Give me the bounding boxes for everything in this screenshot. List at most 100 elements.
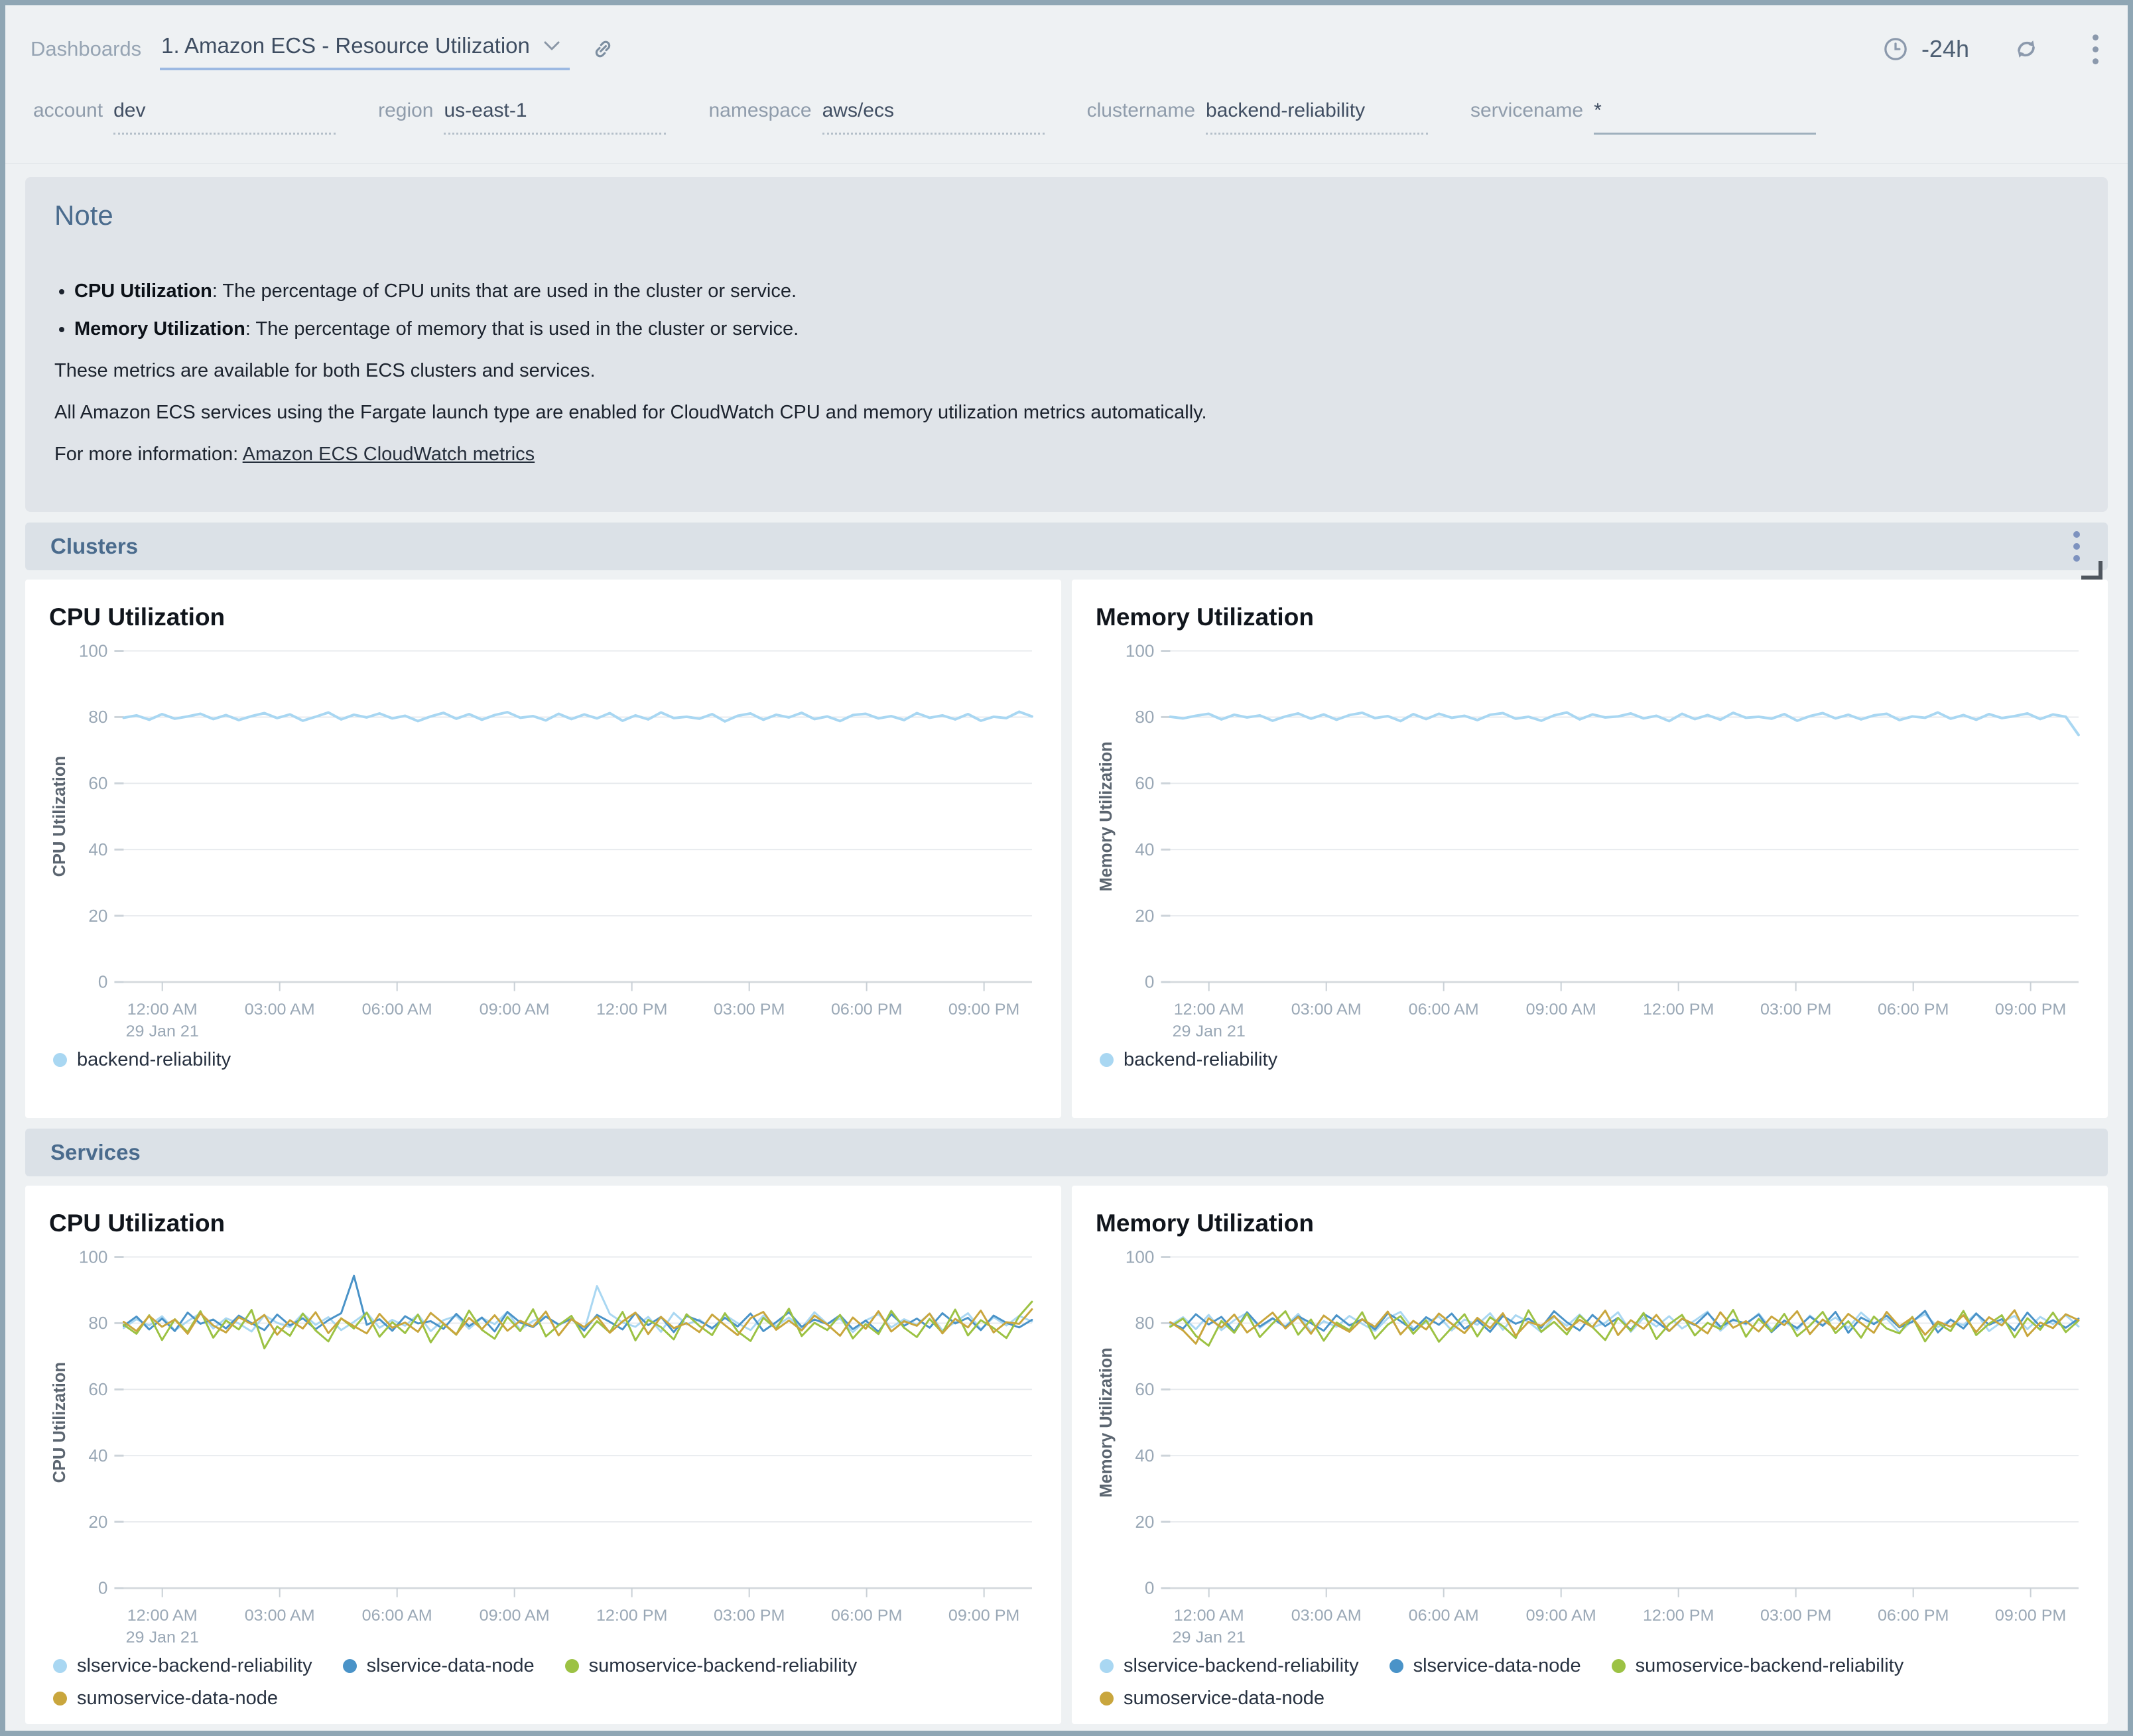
filter-value-input[interactable]: aws/ecs	[822, 99, 1045, 135]
svg-text:100: 100	[1126, 1249, 1155, 1267]
resize-handle-icon[interactable]	[2081, 561, 2102, 580]
chart-panel-clusters-cpu: CPU Utilization 02040608010012:00 AM29 J…	[25, 580, 1061, 1118]
note-bullet-term: CPU Utilization	[74, 280, 212, 302]
services-cpu-line-chart[interactable]: 02040608010012:00 AM29 Jan 2103:00 AM06:…	[45, 1243, 1044, 1648]
svg-text:06:00 AM: 06:00 AM	[362, 1001, 432, 1019]
svg-text:03:00 PM: 03:00 PM	[714, 1607, 785, 1625]
section-title: Services	[50, 1140, 141, 1165]
clusters-memory-line-chart[interactable]: 02040608010012:00 AM29 Jan 2103:00 AM06:…	[1092, 637, 2091, 1042]
svg-text:Memory Utilization: Memory Utilization	[1097, 741, 1116, 891]
svg-text:03:00 PM: 03:00 PM	[714, 1001, 785, 1019]
filter-clustername: clustername backend-reliability	[1087, 99, 1428, 135]
legend-label: slservice-data-node	[367, 1655, 535, 1677]
svg-text:29 Jan 21: 29 Jan 21	[126, 1629, 199, 1646]
svg-text:03:00 PM: 03:00 PM	[1760, 1607, 1831, 1625]
svg-text:CPU Utilization: CPU Utilization	[50, 756, 69, 877]
filter-label: region	[378, 99, 433, 122]
legend-item[interactable]: slservice-data-node	[343, 1655, 535, 1677]
note-paragraph: These metrics are available for both ECS…	[54, 360, 2079, 382]
top-bar: Dashboards 1. Amazon ECS - Resource Util…	[5, 5, 2128, 93]
legend-item[interactable]: sumoservice-data-node	[1100, 1688, 1325, 1709]
chart-panel-clusters-memory: Memory Utilization 02040608010012:00 AM2…	[1072, 580, 2108, 1118]
legend-color-dot	[53, 1692, 67, 1705]
filter-servicename: servicename *	[1470, 99, 1816, 135]
svg-text:100: 100	[79, 1249, 108, 1267]
filter-label: namespace	[708, 99, 811, 122]
chart-legend: backend-reliability	[1100, 1049, 2091, 1071]
svg-text:80: 80	[88, 709, 107, 727]
filter-bar: account dev region us-east-1 namespace a…	[5, 93, 2128, 164]
legend-item[interactable]: slservice-backend-reliability	[1100, 1655, 1359, 1677]
legend-color-dot	[343, 1659, 357, 1673]
svg-text:29 Jan 21: 29 Jan 21	[126, 1023, 199, 1040]
cloudwatch-metrics-link[interactable]: Amazon ECS CloudWatch metrics	[243, 444, 535, 465]
svg-text:60: 60	[1135, 1381, 1154, 1399]
legend-item[interactable]: backend-reliability	[53, 1049, 231, 1071]
svg-text:09:00 AM: 09:00 AM	[480, 1001, 550, 1019]
panel-options-kebab-icon[interactable]	[2071, 528, 2083, 564]
svg-text:09:00 AM: 09:00 AM	[1526, 1607, 1596, 1625]
note-bullet-desc: : The percentage of memory that is used …	[245, 318, 799, 340]
dashboard-title-dropdown[interactable]: 1. Amazon ECS - Resource Utilization	[160, 28, 570, 70]
note-heading: Note	[54, 200, 2079, 231]
svg-text:03:00 AM: 03:00 AM	[245, 1001, 315, 1019]
note-link-prefix: For more information:	[54, 444, 243, 465]
legend-color-dot	[1100, 1659, 1114, 1673]
svg-text:09:00 PM: 09:00 PM	[1995, 1001, 2066, 1019]
filter-label: account	[33, 99, 103, 122]
svg-text:60: 60	[88, 1381, 107, 1399]
svg-text:06:00 AM: 06:00 AM	[362, 1607, 432, 1625]
filter-value-input[interactable]: backend-reliability	[1206, 99, 1428, 135]
legend-item[interactable]: sumoservice-data-node	[53, 1688, 278, 1709]
svg-text:40: 40	[88, 841, 107, 859]
note-bullet-term: Memory Utilization	[74, 318, 245, 340]
svg-text:60: 60	[1135, 775, 1154, 793]
section-header-clusters: Clusters	[25, 523, 2108, 570]
svg-text:03:00 PM: 03:00 PM	[1760, 1001, 1831, 1019]
legend-item[interactable]: slservice-data-node	[1390, 1655, 1581, 1677]
chevron-down-icon	[543, 40, 560, 52]
filter-namespace: namespace aws/ecs	[708, 99, 1044, 135]
note-paragraph: For more information: Amazon ECS CloudWa…	[54, 444, 2079, 465]
svg-text:0: 0	[1145, 973, 1155, 992]
refresh-icon[interactable]	[2012, 34, 2041, 64]
legend-item[interactable]: backend-reliability	[1100, 1049, 1277, 1071]
clock-icon[interactable]	[1882, 35, 1909, 63]
section-title: Clusters	[50, 534, 138, 559]
breadcrumb[interactable]: Dashboards	[31, 37, 141, 61]
services-charts-row: CPU Utilization 02040608010012:00 AM29 J…	[25, 1186, 2108, 1724]
filter-value-input[interactable]: *	[1594, 99, 1816, 135]
time-range-value[interactable]: -24h	[1921, 35, 1969, 63]
note-panel: Note CPU Utilization: The percentage of …	[25, 177, 2108, 512]
legend-label: slservice-backend-reliability	[1124, 1655, 1359, 1677]
legend-item[interactable]: sumoservice-backend-reliability	[1612, 1655, 1904, 1677]
svg-text:09:00 AM: 09:00 AM	[1526, 1001, 1596, 1019]
filter-value-input[interactable]: us-east-1	[444, 99, 666, 135]
chart-title: CPU Utilization	[49, 603, 1044, 631]
share-link-icon[interactable]	[590, 36, 616, 62]
legend-item[interactable]: sumoservice-backend-reliability	[565, 1655, 858, 1677]
svg-text:80: 80	[1135, 709, 1154, 727]
legend-label: sumoservice-data-node	[1124, 1688, 1325, 1709]
svg-text:20: 20	[1135, 907, 1154, 926]
legend-label: sumoservice-backend-reliability	[589, 1655, 858, 1677]
clusters-cpu-line-chart[interactable]: 02040608010012:00 AM29 Jan 2103:00 AM06:…	[45, 637, 1044, 1042]
legend-item[interactable]: slservice-backend-reliability	[53, 1655, 312, 1677]
svg-text:60: 60	[88, 775, 107, 793]
filter-value-input[interactable]: dev	[113, 99, 336, 135]
more-options-kebab-icon[interactable]	[2089, 31, 2102, 68]
note-bullet-list: CPU Utilization: The percentage of CPU u…	[74, 280, 2079, 340]
legend-color-dot	[1100, 1053, 1114, 1067]
filter-label: servicename	[1470, 99, 1583, 122]
svg-text:Memory Utilization: Memory Utilization	[1097, 1347, 1116, 1497]
legend-color-dot	[1612, 1659, 1626, 1673]
page-title: 1. Amazon ECS - Resource Utilization	[161, 33, 530, 58]
clusters-charts-row: CPU Utilization 02040608010012:00 AM29 J…	[25, 580, 2108, 1118]
legend-label: backend-reliability	[77, 1049, 231, 1071]
svg-text:09:00 AM: 09:00 AM	[480, 1607, 550, 1625]
legend-label: slservice-backend-reliability	[77, 1655, 312, 1677]
svg-text:12:00 PM: 12:00 PM	[1643, 1001, 1714, 1019]
svg-text:20: 20	[88, 1513, 107, 1532]
legend-color-dot	[53, 1053, 67, 1067]
services-memory-line-chart[interactable]: 02040608010012:00 AM29 Jan 2103:00 AM06:…	[1092, 1243, 2091, 1648]
